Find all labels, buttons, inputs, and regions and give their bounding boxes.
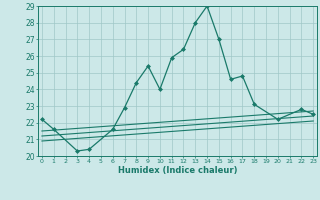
X-axis label: Humidex (Indice chaleur): Humidex (Indice chaleur)	[118, 166, 237, 175]
